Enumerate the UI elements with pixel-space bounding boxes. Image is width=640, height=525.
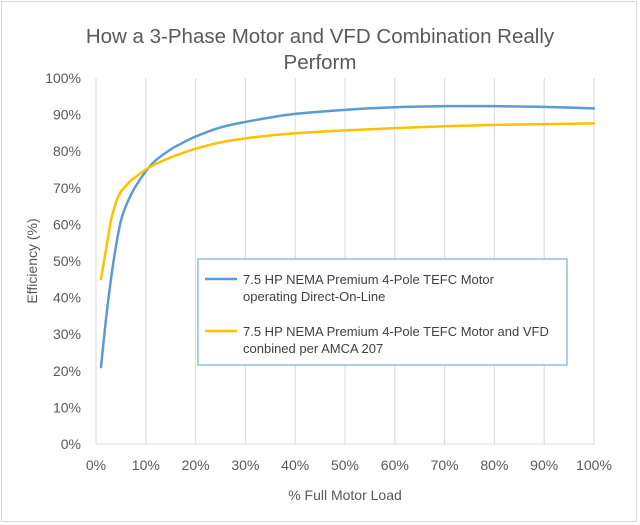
- y-tick-label-0: 0%: [61, 436, 81, 452]
- y-tick-label-60: 60%: [53, 216, 81, 232]
- x-tick-label-90: 90%: [530, 457, 558, 473]
- legend-box: [197, 258, 568, 366]
- x-tick-label-50: 50%: [331, 457, 359, 473]
- legend: 7.5 HP NEMA Premium 4-Pole TEFC Motor op…: [197, 258, 568, 366]
- x-tick-label-30: 30%: [231, 457, 259, 473]
- x-axis-title: % Full Motor Load: [288, 487, 402, 503]
- x-tick-label-10: 10%: [132, 457, 160, 473]
- legend-label-direct-on-line-line-1: 7.5 HP NEMA Premium 4-Pole TEFC Motor: [243, 272, 495, 287]
- y-tick-label-30: 30%: [53, 326, 81, 342]
- x-tick-label-20: 20%: [182, 457, 210, 473]
- series-lines: [99, 104, 596, 369]
- y-tick-label-100: 100%: [45, 70, 81, 86]
- chart-title-line-2: Perform: [284, 51, 357, 74]
- y-tick-label-50: 50%: [53, 253, 81, 269]
- y-tick-label-20: 20%: [53, 363, 81, 379]
- y-tick-labels: 0% 10% 20% 30% 40% 50% 60% 70% 80% 90% 100%: [45, 70, 81, 452]
- x-tick-label-100: 100%: [576, 457, 612, 473]
- x-tick-label-70: 70%: [431, 457, 459, 473]
- y-tick-label-40: 40%: [53, 290, 81, 306]
- series-line-1: [99, 122, 596, 281]
- y-tick-label-10: 10%: [53, 399, 81, 415]
- series-line-0: [99, 104, 596, 369]
- y-tick-label-70: 70%: [53, 180, 81, 196]
- legend-label-direct-on-line-line-2: operating Direct-On-Line: [243, 289, 385, 304]
- legend-label-motor-and-vfd-line-1: 7.5 HP NEMA Premium 4-Pole TEFC Motor an…: [243, 324, 549, 339]
- x-tick-label-40: 40%: [281, 457, 309, 473]
- x-tick-labels: 0% 10% 20% 30% 40% 50% 60% 70% 80% 90% 100%: [86, 457, 612, 473]
- chart-title-line-1: How a 3-Phase Motor and VFD Combination …: [86, 25, 555, 48]
- x-tick-label-60: 60%: [381, 457, 409, 473]
- x-tick-label-80: 80%: [480, 457, 508, 473]
- y-tick-label-90: 90%: [53, 107, 81, 123]
- y-tick-label-80: 80%: [53, 143, 81, 159]
- legend-label-motor-and-vfd-line-2: conbined per AMCA 207: [243, 341, 383, 356]
- y-axis-title: Efficiency (%): [24, 218, 40, 303]
- x-tick-label-0: 0%: [86, 457, 106, 473]
